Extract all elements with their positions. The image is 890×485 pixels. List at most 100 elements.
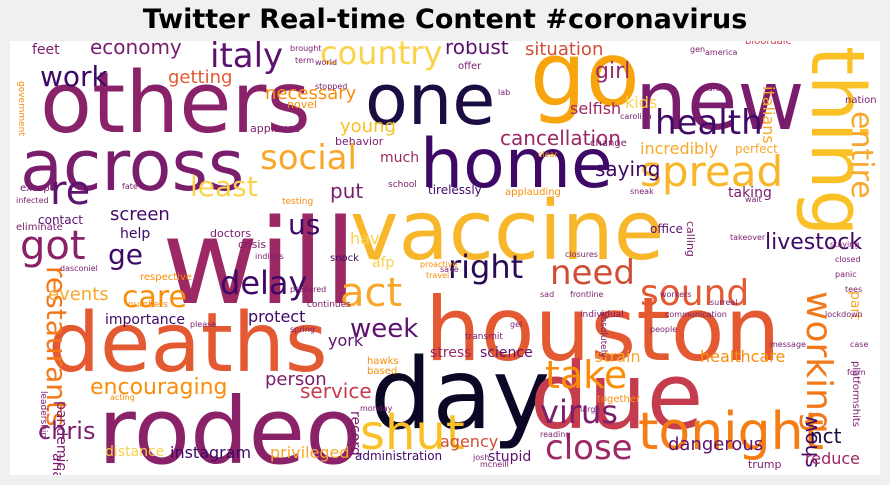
word-reduce: reduce — [805, 449, 861, 468]
word-events: events — [48, 284, 109, 305]
word-acting: acting — [110, 393, 135, 402]
word-young: young — [340, 116, 396, 137]
word-distance: distance — [105, 444, 165, 460]
word-closures: closures — [565, 250, 598, 259]
word-term: term — [295, 56, 314, 65]
word-form: form — [847, 368, 866, 377]
word-importance: importance — [105, 312, 185, 328]
word-new: new — [635, 54, 805, 149]
word-trump: trump — [748, 458, 782, 471]
word-act: act — [340, 270, 403, 316]
word-taking: taking — [728, 185, 772, 201]
word-josh: josh — [473, 453, 490, 462]
word-based: based — [367, 366, 398, 377]
word-nct: nct — [810, 424, 842, 448]
word-delay: delay — [220, 264, 308, 302]
word-applauding: applauding — [505, 187, 561, 198]
word-afp: afp — [372, 255, 395, 271]
word-due: due — [530, 343, 704, 450]
word-infected: infected — [16, 196, 49, 205]
word-re: re — [50, 168, 91, 214]
word-takeover: takeover — [730, 233, 766, 242]
word-deaths: deaths — [48, 296, 328, 391]
word-world: world — [315, 58, 338, 67]
word-much: much — [380, 150, 420, 166]
word-office: office — [650, 222, 683, 236]
word-ge: ge — [108, 238, 143, 271]
word-kids: kids — [625, 93, 658, 112]
word-staying: staying — [830, 240, 860, 249]
word-government: government — [16, 81, 26, 136]
word-italians: italians — [759, 86, 778, 144]
word-got: got — [20, 223, 86, 269]
word-economy: economy — [90, 41, 182, 59]
word-service: service — [300, 379, 372, 403]
word-perfect: perfect — [735, 142, 778, 156]
word-mcneill: mcneill — [480, 460, 509, 469]
word-crisis: crisis — [238, 238, 267, 251]
word-chris: chris — [38, 417, 96, 445]
word-one: one — [365, 59, 496, 141]
word-across: across — [20, 125, 245, 207]
word-large: large — [580, 405, 601, 414]
word-reading: reading — [540, 430, 571, 439]
word-offer: offer — [458, 61, 482, 72]
word-girl: girl — [595, 59, 631, 84]
word-robust: robust — [445, 41, 509, 59]
word-go: go — [530, 41, 640, 126]
word-protect: protect — [248, 307, 306, 326]
word-continues: continues — [307, 300, 351, 310]
word-workers: workers — [660, 290, 692, 299]
word-others: others — [40, 54, 311, 153]
word-healthcare: healthcare — [700, 347, 786, 366]
word-absolutely: absolutely — [598, 311, 608, 358]
word-shut: shut — [360, 405, 465, 461]
word-gel: gel — [510, 320, 523, 329]
word-gen: gen — [690, 45, 706, 54]
word-entire: entire — [844, 111, 879, 199]
word-lockdown: lockdown — [825, 310, 863, 319]
word-together: together — [597, 394, 641, 405]
word-person: person — [265, 369, 327, 390]
word-march: march — [700, 84, 726, 93]
word-people: people — [650, 325, 678, 334]
word-transmit: transmit — [465, 332, 503, 342]
word-case: case — [850, 340, 869, 349]
word-lab: lab — [498, 88, 511, 97]
word-italy: italy — [210, 41, 284, 76]
word-stupid: stupid — [488, 449, 532, 465]
word-hav: hav — [350, 229, 380, 248]
word-livestock: livestock — [765, 230, 863, 255]
word-sad: sad — [540, 290, 555, 299]
word-necessary: necessary — [265, 83, 357, 104]
word-help: help — [120, 226, 151, 242]
word-saying: saying — [595, 157, 661, 181]
word-carolina: carolina — [620, 112, 652, 121]
word-dangerous: dangerous — [668, 434, 764, 455]
word-except: except — [20, 183, 54, 194]
word-spread: spread — [640, 147, 784, 196]
word-put: put — [330, 179, 364, 203]
word-frontline: frontline — [570, 290, 604, 299]
word-brought: brought — [290, 44, 322, 53]
word-stress: stress — [430, 345, 472, 361]
word-sound: sound — [640, 273, 750, 314]
word-applause: applause — [250, 122, 300, 135]
word-calling: calling — [684, 221, 697, 257]
word-prepared: prepared — [290, 285, 327, 294]
word-strain: strain — [595, 347, 641, 366]
word-hawks: hawks — [367, 356, 399, 367]
word-leadership: leadership — [38, 391, 48, 439]
word-rodeo: rodeo — [98, 378, 362, 476]
word-feet: feet — [32, 42, 60, 58]
word-america: america — [705, 48, 738, 57]
word-least: least — [190, 170, 258, 203]
word-vaccine: vaccine — [350, 184, 665, 279]
word-clear: clear — [538, 150, 558, 159]
word-school: school — [388, 180, 417, 190]
word-monday: monday — [360, 404, 393, 413]
word-week: week — [350, 314, 419, 344]
word-incredibly: incredibly — [640, 139, 719, 158]
word-privileged: privileged — [270, 443, 350, 462]
word-situation: situation — [525, 41, 604, 60]
